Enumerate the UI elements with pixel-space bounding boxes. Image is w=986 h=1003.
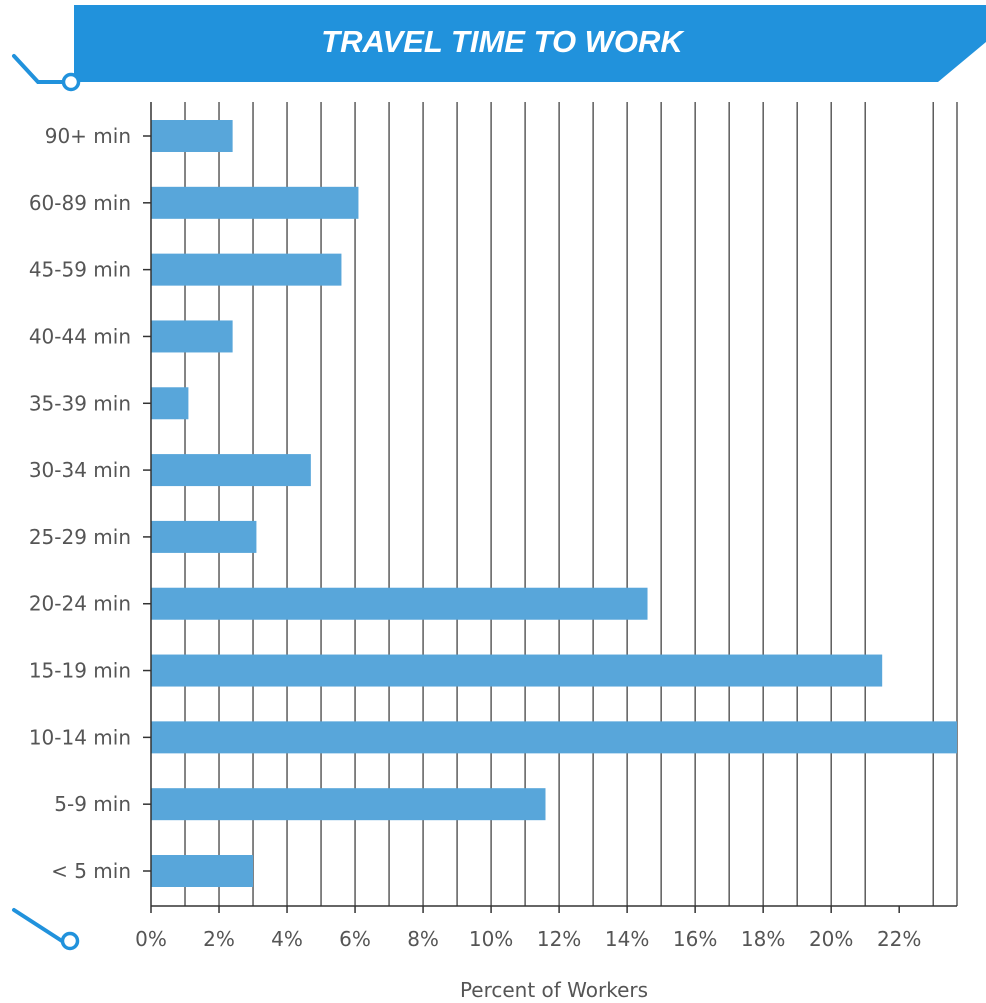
bar [151,186,359,219]
x-tick-label: 2% [203,927,235,951]
category-label: 60-89 min [29,191,131,215]
decor-connector-bottom [12,908,80,951]
bar [151,654,883,687]
bar [151,788,546,821]
bar [151,320,233,353]
x-tick-label: 18% [741,927,785,951]
x-tick-label: 20% [809,927,853,951]
decor-connector-top [12,54,81,92]
chart-title: TRAVEL TIME TO WORK [321,24,685,59]
bar [151,253,342,286]
x-tick-label: 8% [407,927,439,951]
bars [151,120,957,887]
bar [151,454,311,487]
x-tick-label: 0% [135,927,167,951]
category-label: 40-44 min [29,324,131,348]
x-tick-label: 4% [271,927,303,951]
bar [151,120,233,152]
category-label: < 5 min [51,859,131,883]
x-tick-label: 12% [537,927,581,951]
category-label: 90+ min [45,124,131,148]
title-banner: TRAVEL TIME TO WORK [74,5,986,82]
x-tick-label: 10% [469,927,513,951]
category-label: 25-29 min [29,525,131,549]
x-tick-label: 14% [605,927,649,951]
x-tick-label: 16% [673,927,717,951]
x-axis-title: Percent of Workers [460,978,648,1002]
category-label: 10-14 min [29,725,131,749]
axes [143,102,957,913]
bar [151,387,189,420]
category-label: 30-34 min [29,458,131,482]
category-label: 5-9 min [54,792,131,816]
category-label: 45-59 min [29,258,131,282]
x-tick-label: 6% [339,927,371,951]
gridlines [184,102,958,906]
category-label: 15-19 min [29,659,131,683]
x-tick-label: 22% [877,927,921,951]
bar [151,721,957,754]
bar [151,587,648,620]
category-label: 20-24 min [29,592,131,616]
bar [151,855,254,887]
title-banner-shape [74,5,986,82]
x-tick-labels: 0% 2% 4% 6% 8% 10% 12% 14% 16% 18% 20% 22% [135,927,921,951]
category-labels: 90+ min 60-89 min 45-59 min 40-44 min 35-39 … [29,124,131,883]
bar [151,520,257,553]
category-label: 35-39 min [29,391,131,415]
